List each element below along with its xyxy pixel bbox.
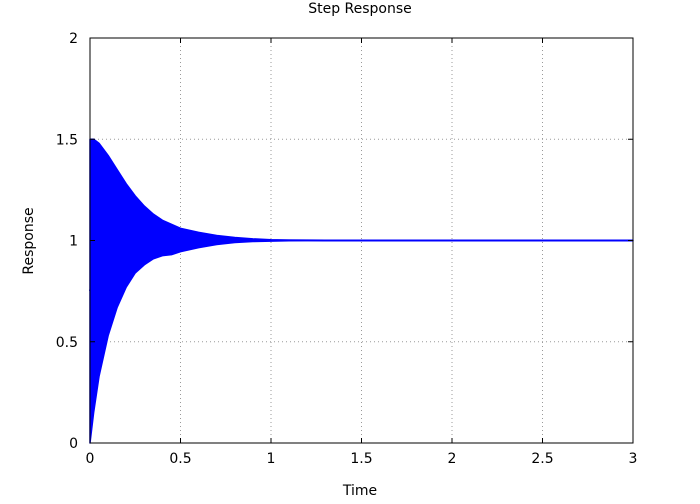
tick-layer: 0 0.5 1 1.5 2 2.5 3 0 0.5 1 1.5 2 — [56, 31, 638, 467]
x-tick-label: 2.5 — [531, 451, 553, 467]
x-tick-label: 1.5 — [350, 451, 372, 467]
y-tick-label: 1 — [69, 234, 78, 250]
y-tick-label: 0 — [69, 436, 78, 452]
x-axis-label: Time — [342, 483, 377, 499]
series-line — [89, 233, 633, 292]
data-layer — [89, 138, 634, 444]
y-tick-label: 2 — [69, 31, 78, 47]
y-tick-label: 1.5 — [56, 132, 78, 148]
x-tick-label: 0 — [86, 451, 95, 467]
y-axis-label: Response — [21, 207, 37, 274]
x-tick-label: 2 — [448, 451, 457, 467]
x-tick-label: 1 — [267, 451, 276, 467]
series-band — [89, 138, 634, 444]
y-tick-label: 0.5 — [56, 335, 78, 351]
x-tick-label: 3 — [629, 451, 638, 467]
x-tick-label: 0.5 — [169, 451, 191, 467]
chart-title: Step Response — [308, 1, 412, 17]
